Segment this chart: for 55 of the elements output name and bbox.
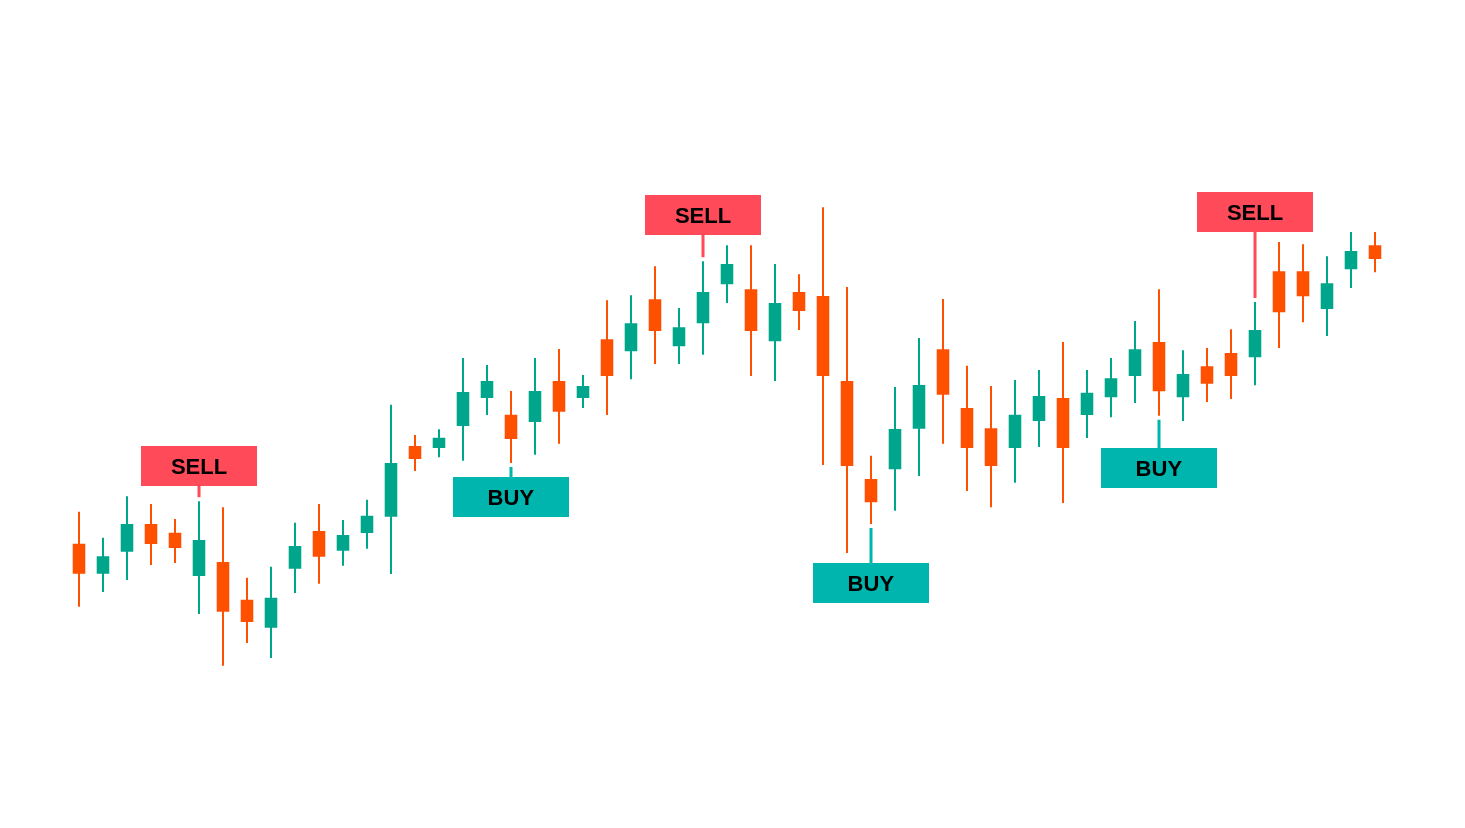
candlestick (528, 357, 542, 456)
candlestick (552, 347, 566, 445)
candlestick (432, 428, 446, 459)
annotation: BUY (487, 484, 535, 510)
candlestick (384, 403, 398, 576)
candlestick (912, 336, 926, 477)
candlestick (360, 498, 374, 550)
candlestick (1032, 369, 1046, 449)
candlestick (144, 502, 158, 566)
candlestick (1296, 243, 1310, 324)
candlestick (288, 521, 302, 594)
candlestick (240, 576, 254, 644)
candlestick (168, 518, 182, 565)
candlestick (960, 364, 974, 493)
candlestick (1368, 230, 1382, 274)
candlestick (1224, 328, 1238, 400)
candlestick (840, 285, 854, 554)
annotation: SELL (170, 453, 228, 479)
candlestick (792, 273, 806, 332)
candlestick (1200, 346, 1214, 404)
candlestick (480, 363, 494, 416)
candlestick (936, 297, 950, 445)
candlestick (768, 263, 782, 382)
candlestick (1056, 341, 1070, 504)
candlestick (720, 244, 734, 305)
annotation: SELL (674, 202, 732, 228)
candlestick (888, 385, 902, 512)
candlestick (744, 244, 758, 377)
annotation: BUY (1135, 455, 1183, 481)
candlestick (264, 565, 278, 660)
candlestick (672, 307, 686, 366)
candlestick (408, 434, 422, 472)
candlestick (216, 506, 230, 667)
candlestick (72, 510, 86, 608)
candlestick (336, 518, 350, 567)
candlestick (600, 299, 614, 416)
candlestick (576, 374, 590, 410)
candlestick (1344, 230, 1358, 289)
candlestick (1320, 255, 1334, 338)
candlestick (1176, 349, 1190, 422)
candlestick (984, 385, 998, 509)
candlestick (312, 502, 326, 585)
candlestick (1128, 319, 1142, 405)
candlestick (120, 495, 134, 582)
candlestick (1104, 357, 1118, 419)
annotation: BUY (847, 570, 895, 596)
annotation: SELL (1226, 199, 1284, 225)
candlestick (1008, 379, 1022, 484)
candlestick (648, 265, 662, 366)
candlestick (456, 357, 470, 462)
candlestick (816, 206, 830, 466)
candlestick (1080, 369, 1094, 439)
candlestick (96, 536, 110, 593)
candlestick (1272, 241, 1286, 349)
candlestick (624, 294, 638, 381)
